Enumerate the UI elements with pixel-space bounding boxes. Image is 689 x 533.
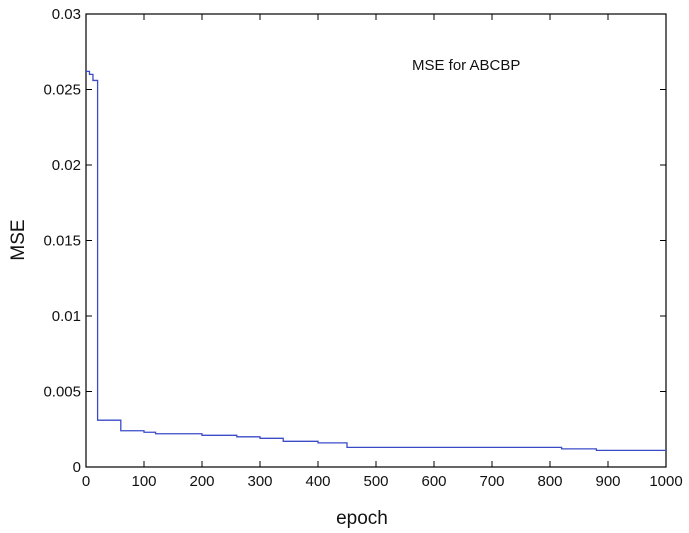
x-tick-label: 0 (82, 473, 90, 490)
y-tick-label: 0.01 (52, 308, 81, 325)
y-tick-label: 0.025 (43, 82, 81, 99)
series-line (86, 70, 666, 452)
plot-area (85, 13, 667, 468)
y-tick-label: 0.03 (52, 6, 81, 23)
y-tick-label: 0.02 (52, 157, 81, 174)
axis-ticks (85, 13, 667, 468)
x-tick-label: 1000 (649, 473, 682, 490)
x-tick-label: 300 (247, 473, 272, 490)
x-tick-label: 600 (421, 473, 446, 490)
y-tick-label: 0 (73, 459, 81, 476)
series-group (86, 70, 666, 452)
x-tick-label: 900 (595, 473, 620, 490)
x-tick-label: 800 (537, 473, 562, 490)
x-tick-label: 400 (305, 473, 330, 490)
x-tick-label: 700 (479, 473, 504, 490)
y-axis-label: MSE (8, 219, 29, 260)
axis-tick-labels: 0 100 200 300 400 500 600 700 800 900 1000 0 0.005 0.… (43, 6, 682, 490)
y-tick-label: 0.005 (43, 384, 81, 401)
x-axis-label: epoch (336, 508, 388, 529)
chart-annotation: MSE for ABCBP (412, 57, 520, 74)
x-tick-label: 100 (131, 473, 156, 490)
x-tick-label: 500 (363, 473, 388, 490)
y-tick-label: 0.015 (43, 233, 81, 250)
x-tick-label: 200 (189, 473, 214, 490)
